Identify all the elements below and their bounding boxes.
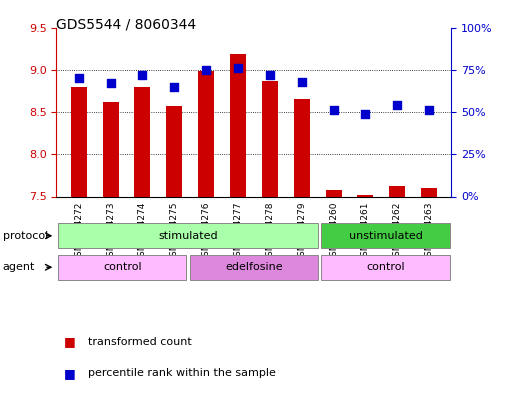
Point: [74, 75, 83, 81]
Text: GDS5544 / 8060344: GDS5544 / 8060344: [56, 18, 196, 32]
Bar: [198, 72, 214, 196]
Text: control: control: [103, 262, 142, 272]
Text: ■: ■: [64, 367, 76, 380]
Point: [107, 80, 115, 86]
Text: transformed count: transformed count: [88, 337, 192, 347]
Point: [329, 107, 338, 114]
Bar: [294, 99, 310, 196]
FancyBboxPatch shape: [322, 223, 450, 248]
Text: ■: ■: [64, 335, 76, 349]
Text: percentile rank within the sample: percentile rank within the sample: [88, 368, 276, 378]
Bar: [262, 81, 278, 196]
Point: [266, 72, 274, 78]
Point: [361, 110, 369, 117]
Point: [298, 79, 306, 85]
Point: [425, 107, 433, 114]
Text: stimulated: stimulated: [159, 231, 218, 241]
Bar: [421, 188, 437, 196]
Point: [139, 72, 147, 78]
Point: [234, 65, 242, 71]
Text: edelfosine: edelfosine: [225, 262, 283, 272]
FancyBboxPatch shape: [190, 255, 318, 280]
Point: [170, 84, 179, 90]
Bar: [326, 190, 342, 196]
Text: control: control: [366, 262, 405, 272]
FancyBboxPatch shape: [58, 255, 186, 280]
Bar: [103, 102, 119, 196]
Bar: [389, 185, 405, 196]
Point: [202, 67, 210, 73]
Text: protocol: protocol: [3, 231, 48, 241]
Point: [393, 102, 401, 108]
Text: agent: agent: [3, 262, 35, 272]
FancyBboxPatch shape: [58, 223, 318, 248]
Bar: [71, 86, 87, 196]
Bar: [230, 54, 246, 196]
FancyBboxPatch shape: [322, 255, 450, 280]
Text: unstimulated: unstimulated: [349, 231, 423, 241]
Bar: [134, 86, 150, 196]
Bar: [358, 195, 373, 196]
Bar: [166, 106, 182, 196]
